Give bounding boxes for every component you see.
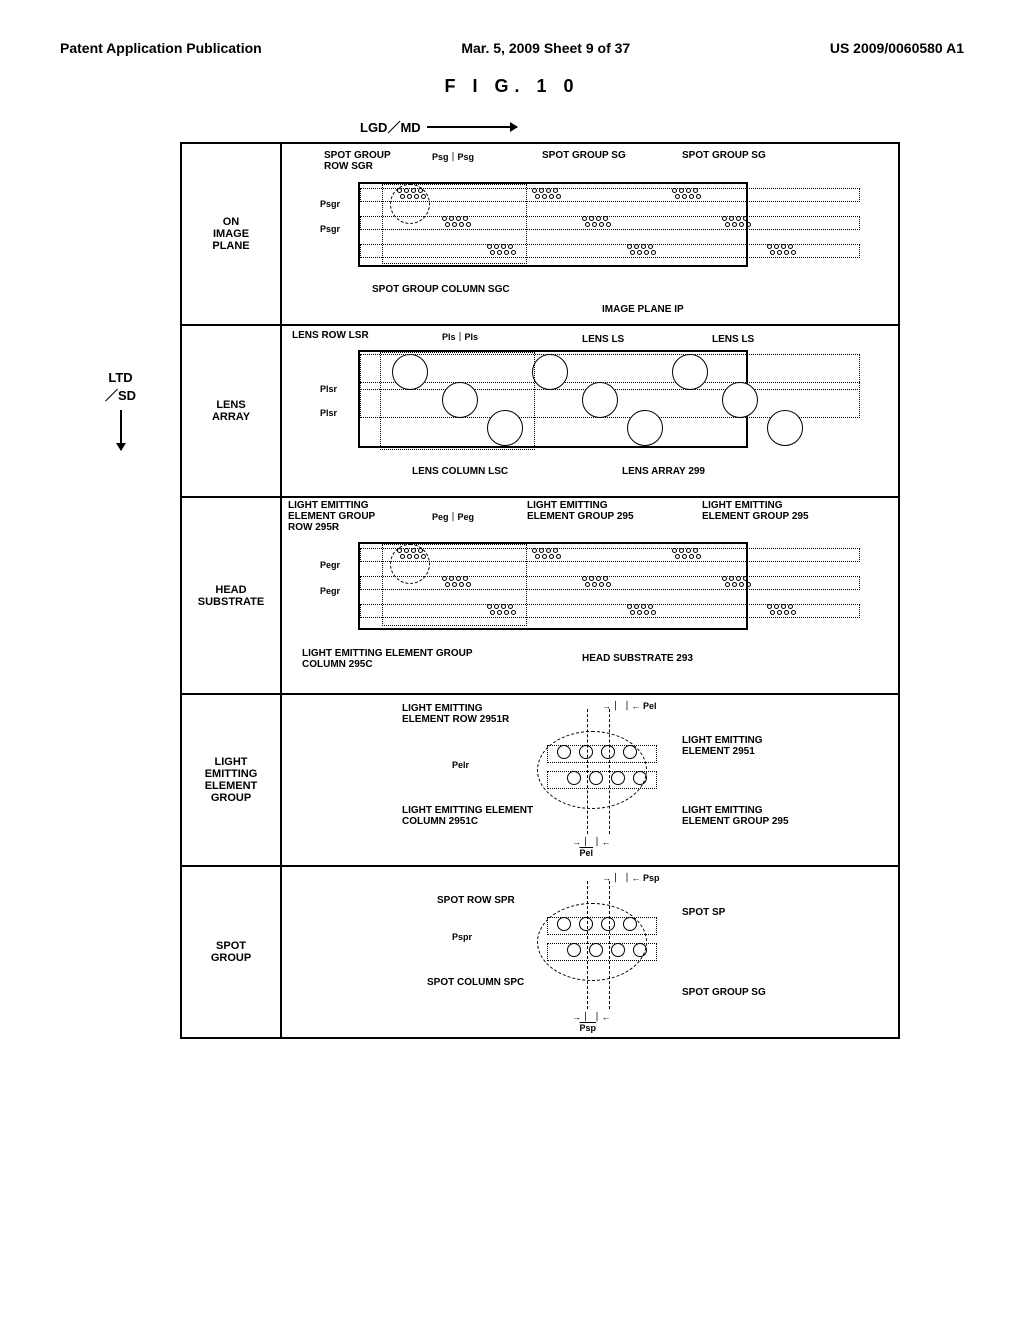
pitch-pel-bottom: →｜ ｜← Pel (572, 835, 611, 858)
panel-spot-group: SPOT GROUP →｜ ｜← Psp SPOT ROW SPR SPOT S… (182, 867, 898, 1037)
arrow-right-icon (427, 126, 517, 128)
label-lens-row: LENS ROW LSR (292, 330, 369, 341)
label-lens-column: LENS COLUMN LSC (412, 466, 508, 477)
header-center: Mar. 5, 2009 Sheet 9 of 37 (461, 40, 630, 56)
pitch-plsr-2: Plsr (320, 408, 337, 418)
header-right: US 2009/0060580 A1 (830, 40, 964, 56)
label-sgc: SPOT GROUP COLUMN SGC (372, 284, 510, 295)
label-lens-ls-2: LENS LS (712, 334, 754, 345)
panel-body-lens-array: LENS ROW LSR Pls｜Pls LENS LS LENS LS Pls… (282, 326, 898, 496)
label-spot-group-sg2: SPOT GROUP SG (682, 150, 766, 161)
pitch-psp-bottom: →｜ ｜← Psp (572, 1010, 611, 1033)
header-left: Patent Application Publication (60, 40, 262, 56)
label-spot-group-row: SPOT GROUPROW SGR (324, 150, 391, 172)
panel-body-element-group: LIGHT EMITTING ELEMENT ROW 2951R →｜ ｜← P… (282, 695, 898, 865)
lens-column-guide (380, 352, 535, 450)
label-image-plane-ip: IMAGE PLANE IP (602, 304, 684, 315)
panel-head-substrate: HEAD SUBSTRATE LIGHT EMITTING ELEMENT GR… (182, 498, 898, 695)
element-group-dashed-circle (537, 731, 647, 809)
label-leeg-295-1: LIGHT EMITTING ELEMENT GROUP 295 (527, 500, 634, 522)
label-spot-sp: SPOT SP (682, 907, 725, 918)
pitch-psgr-1: Psgr (320, 199, 340, 209)
panel-body-spot-group: →｜ ｜← Psp SPOT ROW SPR SPOT SP Pspr SPOT… (282, 867, 898, 1037)
pitch-psg: Psg｜Psg (432, 150, 474, 163)
panel-label-lens-array: LENS ARRAY (182, 326, 282, 496)
label-lens-array-299: LENS ARRAY 299 (622, 466, 705, 477)
panel-label-element-group: LIGHT EMITTING ELEMENT GROUP (182, 695, 282, 865)
panel-body-head-substrate: LIGHT EMITTING ELEMENT GROUP ROW 295R Pe… (282, 498, 898, 693)
page-header: Patent Application Publication Mar. 5, 2… (60, 40, 964, 56)
label-spot-column: SPOT COLUMN SPC (427, 977, 524, 988)
panel-image-plane: ON IMAGE PLANE SPOT GROUPROW SGR Psg｜Psg… (182, 144, 898, 326)
patent-page: Patent Application Publication Mar. 5, 2… (0, 0, 1024, 1320)
label-spot-group-sg: SPOT GROUP SG (682, 987, 766, 998)
pitch-peg: Peg｜Peg (432, 510, 474, 523)
axis-lgd-md: LGD／MD (360, 117, 421, 136)
panel-body-image-plane: SPOT GROUPROW SGR Psg｜Psg SPOT GROUP SG … (282, 144, 898, 324)
pitch-psgr-2: Psgr (320, 224, 340, 234)
panel-label-head-substrate: HEAD SUBSTRATE (182, 498, 282, 693)
label-leeg-row: LIGHT EMITTING ELEMENT GROUP ROW 295R (288, 500, 375, 533)
column-guide (382, 184, 527, 264)
label-spot-group-sg1: SPOT GROUP SG (542, 150, 626, 161)
pitch-psp-top: →｜ ｜← Psp (602, 871, 660, 884)
axis-ltd: LTD (105, 370, 136, 385)
label-spot-row: SPOT ROW SPR (437, 895, 515, 906)
label-leeg-295-2: LIGHT EMITTING ELEMENT GROUP 295 (702, 500, 809, 522)
arrow-down-icon (120, 410, 122, 450)
pitch-pegr-2: Pegr (320, 586, 340, 596)
label-le-column: LIGHT EMITTING ELEMENT COLUMN 2951C (402, 805, 533, 827)
label-leeg-column: LIGHT EMITTING ELEMENT GROUP COLUMN 295C (302, 648, 473, 670)
label-le-group-295: LIGHT EMITTING ELEMENT GROUP 295 (682, 805, 789, 827)
label-le-row: LIGHT EMITTING ELEMENT ROW 2951R (402, 703, 509, 725)
panel-lens-array: LENS ARRAY LENS ROW LSR Pls｜Pls LENS LS … (182, 326, 898, 498)
figure-title: F I G. 1 0 (60, 76, 964, 97)
panel-element-group: LIGHT EMITTING ELEMENT GROUP LIGHT EMITT… (182, 695, 898, 867)
label-lens-ls-1: LENS LS (582, 334, 624, 345)
pitch-pel-top: →｜ ｜← Pel (602, 699, 657, 712)
pitch-plsr-1: Plsr (320, 384, 337, 394)
spot-group-dashed-circle (537, 903, 647, 981)
pitch-pspr: Pspr (452, 932, 472, 942)
panel-label-spot-group: SPOT GROUP (182, 867, 282, 1037)
pitch-pegr-1: Pegr (320, 560, 340, 570)
pitch-pls: Pls｜Pls (442, 330, 478, 343)
label-le-2951: LIGHT EMITTING ELEMENT 2951 (682, 735, 763, 757)
label-head-substrate-293: HEAD SUBSTRATE 293 (582, 653, 693, 664)
horizontal-axis-label: LGD／MD (360, 117, 900, 136)
panels-grid: ON IMAGE PLANE SPOT GROUPROW SGR Psg｜Psg… (180, 142, 900, 1039)
vertical-axis-label: LTD ／SD (105, 370, 136, 450)
diagram-container: LGD／MD ON IMAGE PLANE SPOT GROUPROW SGR … (180, 117, 900, 1039)
axis-sd: ／SD (105, 385, 136, 404)
panel-label-image-plane: ON IMAGE PLANE (182, 144, 282, 324)
pitch-pelr: Pelr (452, 760, 469, 770)
